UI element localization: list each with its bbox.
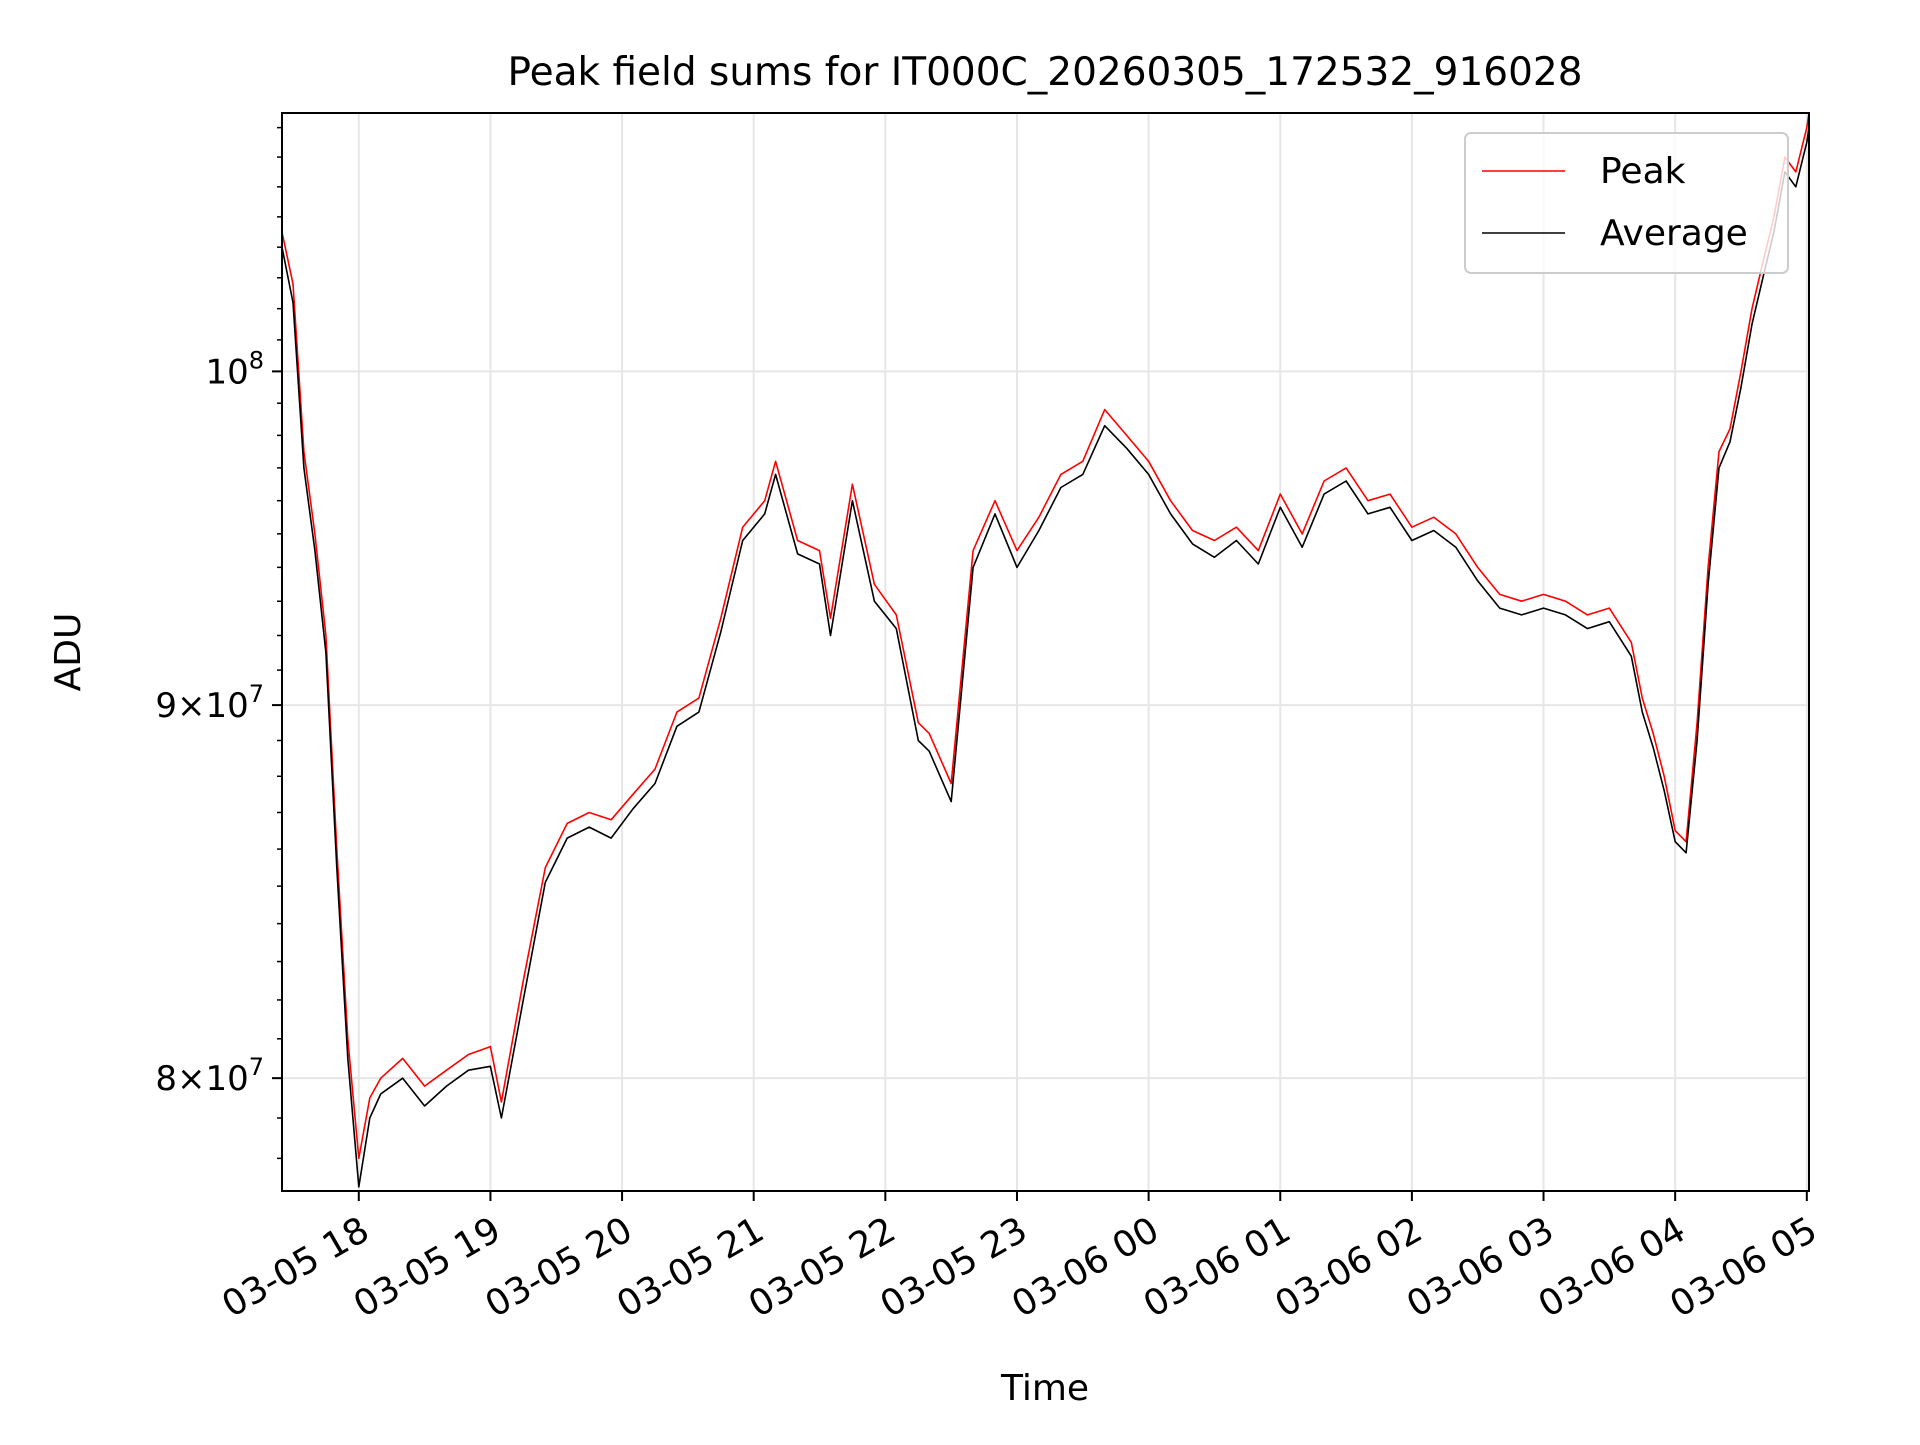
y-tick-label: 8×107 <box>155 1053 264 1099</box>
legend-box <box>1464 132 1789 274</box>
legend: Peak Average <box>1464 132 1789 274</box>
y-tick-label: 108 <box>205 346 264 392</box>
grid-lines <box>282 113 1809 1191</box>
legend-average-label: Average <box>1600 213 1748 254</box>
series-line-average <box>281 127 1810 1188</box>
y-tick-label: 9×107 <box>155 680 264 726</box>
plot-frame <box>281 112 1810 1192</box>
series-layer <box>281 112 1810 1188</box>
y-axis-label: ADU <box>48 613 89 692</box>
series-line-peak <box>281 112 1810 1160</box>
x-axis-label: Time <box>1000 1368 1089 1409</box>
chart-title: Peak field sums for IT000C_20260305_1725… <box>507 50 1582 95</box>
legend-peak-label: Peak <box>1600 151 1686 192</box>
y-axis-ticks: 8×107 9×107 108 <box>155 126 282 1160</box>
